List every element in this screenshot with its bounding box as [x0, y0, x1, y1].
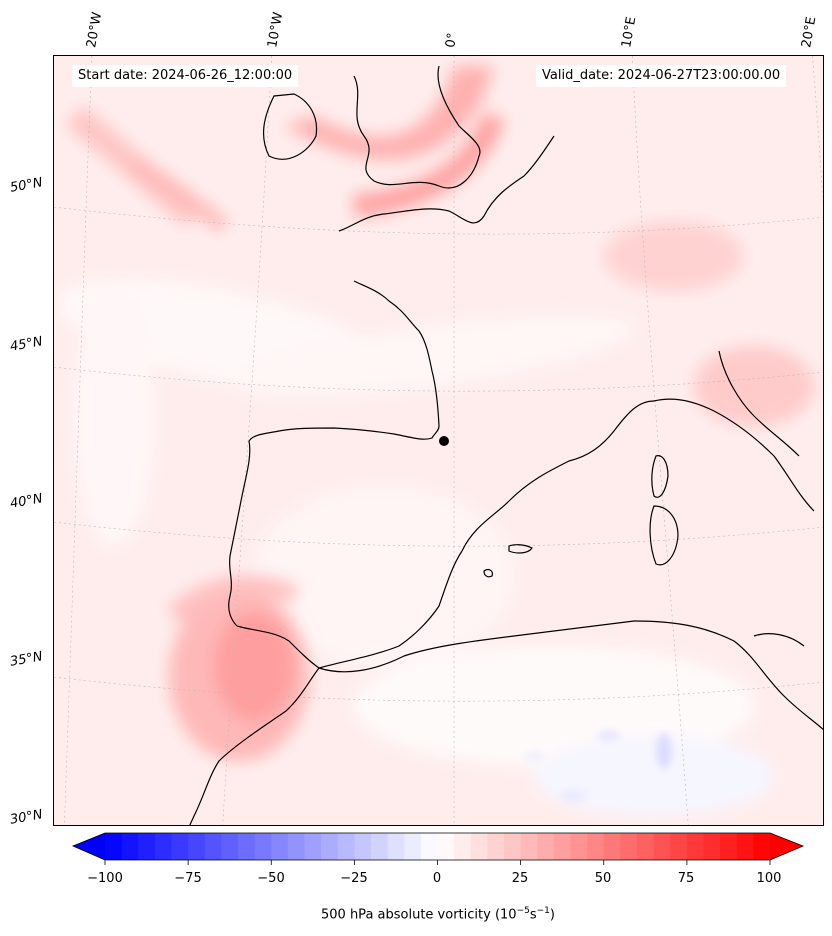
- colorbar-block: [154, 833, 173, 860]
- colorbar-tick-label: −25: [340, 871, 368, 886]
- colorbar-label-unit: s: [529, 907, 537, 923]
- colorbar-block: [105, 833, 123, 860]
- colorbar-tick-label: 75: [677, 871, 695, 886]
- colorbar-block: [720, 833, 738, 860]
- colorbar-block: [520, 833, 538, 860]
- colorbar-block: [454, 833, 472, 860]
- colorbar-block: [537, 833, 555, 860]
- lat-label-35n: 35°N: [8, 649, 44, 670]
- coastlines: [189, 65, 823, 825]
- colorbar-block: [287, 833, 306, 860]
- colorbar: [71, 832, 805, 865]
- colorbar-block: [238, 833, 256, 860]
- colorbar-block: [420, 833, 439, 860]
- colorbar-tick-label: 0: [432, 871, 442, 886]
- colorbar-label-text: 500 hPa absolute vorticity (10: [321, 907, 517, 923]
- lon-label-20e: 20°E: [799, 15, 820, 49]
- colorbar-block: [736, 833, 754, 860]
- colorbar-block: [387, 833, 405, 860]
- colorbar-block: [703, 833, 721, 860]
- colorbar-tick-label: 100: [756, 871, 782, 886]
- colorbar-block: [487, 833, 505, 860]
- colorbar-block: [637, 833, 655, 860]
- vorticity-light-patches: [57, 279, 774, 816]
- colorbar-block: [304, 833, 322, 860]
- colorbar-min-arrow: [73, 833, 105, 860]
- colorbar-block: [553, 833, 572, 860]
- colorbar-tick-marks: [104, 860, 771, 865]
- colorbar-block: [603, 833, 621, 860]
- lat-label-45n: 45°N: [8, 334, 44, 355]
- colorbar-block: [204, 833, 222, 860]
- colorbar-block: [587, 833, 605, 860]
- colorbar-label: 500 hPa absolute vorticity (10−5s−1): [0, 906, 832, 922]
- location-marker: [439, 436, 449, 446]
- colorbar-block: [321, 833, 339, 860]
- colorbar-block: [221, 833, 239, 860]
- colorbar-block: [437, 833, 455, 860]
- colorbar-block: [686, 833, 705, 860]
- lon-label-10e: 10°E: [619, 15, 640, 49]
- colorbar-block: [504, 833, 522, 860]
- colorbar-block: [653, 833, 671, 860]
- lat-label-30n: 30°N: [8, 807, 44, 828]
- colorbar-tick-label: 25: [511, 871, 529, 886]
- colorbar-block: [670, 833, 688, 860]
- graticule: [54, 56, 823, 825]
- colorbar-block: [620, 833, 638, 860]
- valid-date-label: Valid_date: 2024-06-27T23:00:00.00: [536, 65, 787, 87]
- colorbar-block: [171, 833, 189, 860]
- colorbar-block: [570, 833, 588, 860]
- lat-label-40n: 40°N: [8, 491, 44, 512]
- vorticity-map: [54, 56, 823, 825]
- colorbar-block: [404, 833, 422, 860]
- colorbar-block: [354, 833, 372, 860]
- colorbar-label-exponent-1: −5: [516, 906, 530, 916]
- colorbar-max-arrow: [770, 833, 803, 860]
- map-panel[interactable]: [53, 55, 824, 826]
- colorbar-label-end: ): [549, 907, 555, 923]
- colorbar-label-exponent-2: −1: [536, 906, 550, 916]
- colorbar-block: [371, 833, 389, 860]
- colorbar-tick-label: −100: [87, 871, 123, 886]
- colorbar-block: [254, 833, 272, 860]
- colorbar-block: [188, 833, 206, 860]
- colorbar-tick-label: −50: [257, 871, 285, 886]
- colorbar-tick-label: 50: [594, 871, 612, 886]
- colorbar-block: [271, 833, 289, 860]
- lon-label-0: 0°: [443, 31, 461, 49]
- colorbar-block: [121, 833, 139, 860]
- lon-label-20w: 20°W: [84, 11, 106, 50]
- lon-label-10w: 10°W: [265, 11, 287, 50]
- start-date-label: Start date: 2024-06-26_12:00:00: [72, 65, 299, 87]
- colorbar-block: [470, 833, 488, 860]
- colorbar-block: [138, 833, 156, 860]
- colorbar-tick-label: −75: [174, 871, 202, 886]
- lat-label-50n: 50°N: [8, 175, 44, 196]
- vorticity-negative-spots: [524, 730, 672, 802]
- colorbar-block: [753, 833, 771, 860]
- colorbar-blocks: [105, 833, 771, 860]
- colorbar-block: [337, 833, 355, 860]
